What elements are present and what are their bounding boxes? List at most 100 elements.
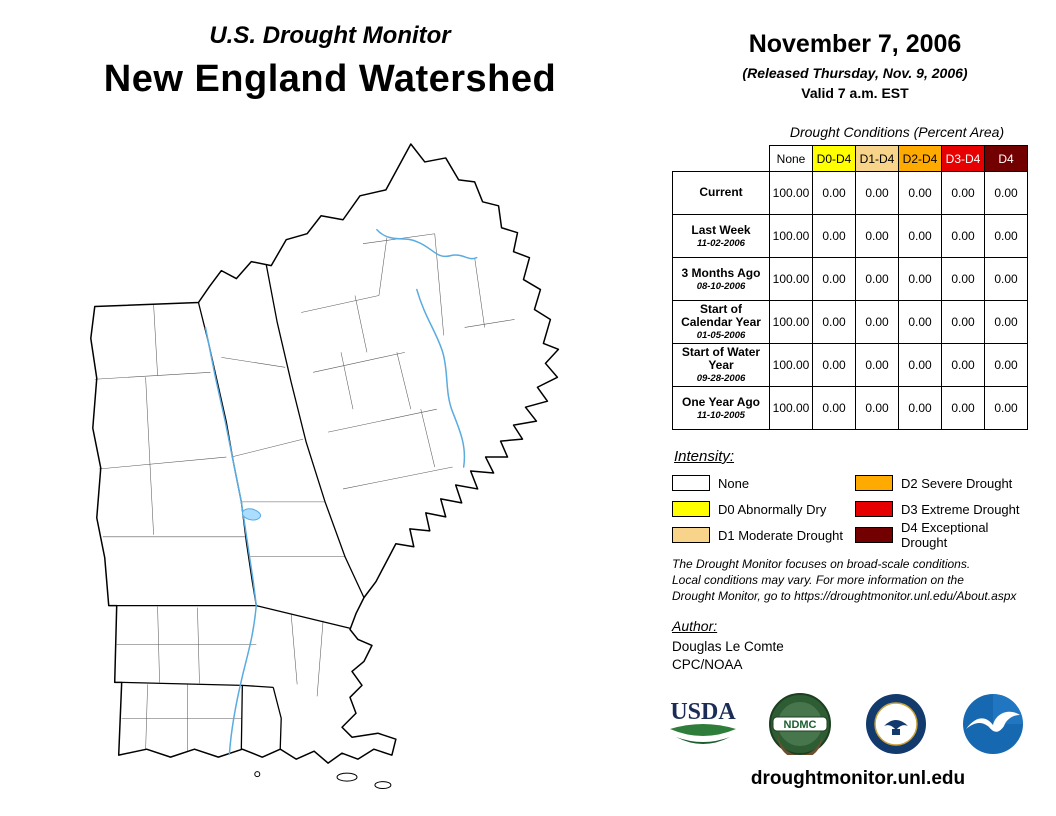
ndmc-logo-icon: NDMC bbox=[768, 693, 831, 755]
disclaimer: The Drought Monitor focuses on broad-sca… bbox=[672, 556, 1042, 604]
commerce-seal-icon bbox=[866, 694, 927, 754]
color-swatch-none bbox=[672, 475, 710, 491]
table-cell: 100.00 bbox=[769, 343, 813, 387]
color-swatch-d1 bbox=[672, 527, 710, 543]
legend-title: Intensity: bbox=[674, 448, 735, 465]
column-header-d0d4: D0-D4 bbox=[812, 145, 856, 172]
report-date: November 7, 2006 bbox=[748, 30, 962, 58]
table-cell: 0.00 bbox=[898, 214, 942, 258]
table-cell: 0.00 bbox=[855, 343, 899, 387]
table-cell: 0.00 bbox=[984, 171, 1028, 215]
table-cell: 0.00 bbox=[855, 214, 899, 258]
table-cell: 0.00 bbox=[898, 171, 942, 215]
ndmc-wordmark: NDMC bbox=[783, 719, 816, 731]
column-header-none: None bbox=[769, 145, 813, 172]
legend-item-d4: D4 Exceptional Drought bbox=[855, 520, 1038, 550]
table-cell: 0.00 bbox=[984, 300, 1028, 344]
legend-item-d2: D2 Severe Drought bbox=[855, 475, 1038, 491]
table-cell: 0.00 bbox=[941, 257, 985, 301]
column-header-d2d4: D2-D4 bbox=[898, 145, 942, 172]
table-cell: 0.00 bbox=[855, 300, 899, 344]
release-note: (Released Thursday, Nov. 9, 2006) bbox=[742, 65, 968, 81]
table-cell: 0.00 bbox=[812, 343, 856, 387]
row-label: One Year Ago 11-10-2005 bbox=[672, 386, 770, 430]
date-block: November 7, 2006 (Released Thursday, Nov… bbox=[660, 30, 1050, 101]
row-label: Current bbox=[672, 171, 770, 215]
disclaimer-line: The Drought Monitor focuses on broad-sca… bbox=[672, 557, 971, 571]
legend-item-none: None bbox=[672, 475, 855, 491]
table-row-current: Current 100.00 0.00 0.00 0.00 0.00 0.00 bbox=[672, 171, 1028, 215]
table-row-last-week: Last Week 11-02-2006 100.00 0.00 0.00 0.… bbox=[672, 214, 1028, 258]
legend-item-d1: D1 Moderate Drought bbox=[672, 527, 855, 543]
table-cell: 0.00 bbox=[812, 214, 856, 258]
disclaimer-line: Drought Monitor, go to https://droughtmo… bbox=[672, 589, 1017, 603]
row-label: 3 Months Ago 08-10-2006 bbox=[672, 257, 770, 301]
column-header-d3d4: D3-D4 bbox=[941, 145, 985, 172]
blank-corner-cell bbox=[672, 145, 770, 172]
county-boundaries bbox=[94, 233, 515, 753]
table-cell: 0.00 bbox=[984, 386, 1028, 430]
table-cell: 0.00 bbox=[812, 300, 856, 344]
table-cell: 0.00 bbox=[812, 257, 856, 301]
footer-url: droughtmonitor.unl.edu bbox=[750, 768, 966, 789]
table-cell: 0.00 bbox=[855, 171, 899, 215]
rivers bbox=[204, 228, 478, 755]
table-cell: 100.00 bbox=[769, 214, 813, 258]
table-cell: 0.00 bbox=[855, 386, 899, 430]
table-cell: 0.00 bbox=[855, 257, 899, 301]
valid-time: Valid 7 a.m. EST bbox=[801, 85, 909, 101]
disclaimer-line: Local conditions may vary. For more info… bbox=[672, 573, 964, 587]
column-header-d1d4: D1-D4 bbox=[855, 145, 899, 172]
table-cell: 0.00 bbox=[984, 214, 1028, 258]
table-cell: 0.00 bbox=[941, 386, 985, 430]
table-cell: 0.00 bbox=[941, 171, 985, 215]
page-title: New England Watershed bbox=[103, 58, 557, 100]
color-swatch-d4 bbox=[855, 527, 893, 543]
title-block: U.S. Drought Monitor New England Watersh… bbox=[0, 22, 660, 101]
logo-strip: USDA NDMC bbox=[668, 690, 1028, 758]
table-cell: 0.00 bbox=[812, 171, 856, 215]
table-cell: 0.00 bbox=[898, 300, 942, 344]
row-label: Start of Calendar Year 01-05-2006 bbox=[672, 300, 770, 344]
coastal-islands bbox=[254, 771, 392, 790]
new-england-map-svg bbox=[90, 143, 560, 790]
row-label: Start of Water Year 09-28-2006 bbox=[672, 343, 770, 387]
drought-conditions-table: None D0-D4 D1-D4 D2-D4 D3-D4 D4 Current … bbox=[672, 145, 1028, 430]
usda-logo-icon: USDA bbox=[670, 699, 736, 744]
table-cell: 0.00 bbox=[898, 386, 942, 430]
ndmc-logo: NDMC bbox=[765, 692, 835, 756]
new-england-map bbox=[45, 138, 660, 808]
table-cell: 0.00 bbox=[984, 257, 1028, 301]
table-row-start-calendar-year: Start of Calendar Year 01-05-2006 100.00… bbox=[672, 300, 1028, 344]
usda-wordmark: USDA bbox=[670, 699, 736, 725]
intensity-legend: None D0 Abnormally Dry D1 Moderate Droug… bbox=[672, 470, 1038, 550]
table-header-row: None D0-D4 D1-D4 D2-D4 D3-D4 D4 bbox=[672, 145, 1028, 172]
legend-item-d3: D3 Extreme Drought bbox=[855, 501, 1038, 517]
noaa-logo-icon bbox=[962, 694, 1023, 754]
table-row-3-months-ago: 3 Months Ago 08-10-2006 100.00 0.00 0.00… bbox=[672, 257, 1028, 301]
lake-winnipesaukee bbox=[241, 508, 262, 521]
table-cell: 100.00 bbox=[769, 386, 813, 430]
table-cell: 0.00 bbox=[941, 300, 985, 344]
table-cell: 100.00 bbox=[769, 300, 813, 344]
map-outline bbox=[90, 143, 560, 764]
table-cell: 0.00 bbox=[941, 214, 985, 258]
color-swatch-d0 bbox=[672, 501, 710, 517]
table-row-one-year-ago: One Year Ago 11-10-2005 100.00 0.00 0.00… bbox=[672, 386, 1028, 430]
commerce-logo bbox=[861, 692, 931, 756]
table-cell: 100.00 bbox=[769, 171, 813, 215]
column-header-d4: D4 bbox=[984, 145, 1028, 172]
table-cell: 0.00 bbox=[941, 343, 985, 387]
table-cell: 0.00 bbox=[984, 343, 1028, 387]
table-cell: 0.00 bbox=[812, 386, 856, 430]
row-label: Last Week 11-02-2006 bbox=[672, 214, 770, 258]
table-cell: 0.00 bbox=[898, 257, 942, 301]
table-cell: 0.00 bbox=[898, 343, 942, 387]
report-supertitle: U.S. Drought Monitor bbox=[209, 22, 451, 49]
legend-item-d0: D0 Abnormally Dry bbox=[672, 501, 855, 517]
table-title: Drought Conditions (Percent Area) bbox=[789, 124, 1005, 140]
table-cell: 100.00 bbox=[769, 257, 813, 301]
author-org: CPC/NOAA bbox=[672, 657, 743, 672]
color-swatch-d2 bbox=[855, 475, 893, 491]
usda-logo: USDA bbox=[668, 692, 738, 756]
